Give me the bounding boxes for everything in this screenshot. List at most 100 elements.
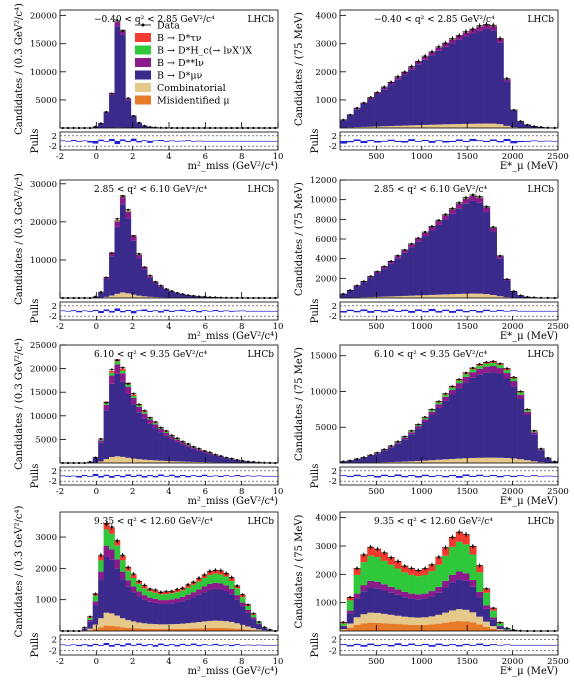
legend-label-4: B → D*μν <box>157 71 203 82</box>
data-point-8 <box>105 276 108 279</box>
bin-11-tau <box>119 368 126 371</box>
data-point-33 <box>241 593 244 596</box>
bin-12-dss <box>421 419 429 423</box>
pull-bar-8 <box>103 309 110 311</box>
ytick-label-1: 20000 <box>30 218 57 228</box>
bin-24-mu <box>503 629 511 631</box>
bin-6-comb <box>380 296 388 298</box>
pull-bar-16 <box>147 474 153 476</box>
bin-8-misid <box>103 625 110 631</box>
pull-bar-25 <box>196 311 202 313</box>
data-point-19 <box>471 366 474 370</box>
bin-13-mu <box>428 415 436 461</box>
xtick-label-4: 6 <box>203 657 208 667</box>
data-point-8 <box>396 560 400 563</box>
pull-bar-25 <box>196 645 202 647</box>
bin-11-hc <box>119 370 126 374</box>
bin-11-dss <box>119 571 126 580</box>
bin-9-dss <box>401 437 409 440</box>
bin-8-misid <box>394 624 402 631</box>
bin-4-misid <box>367 622 375 631</box>
bin-5-comb <box>87 628 93 631</box>
pull-bar-10 <box>408 311 416 313</box>
q2-range-label: 6.10 < q² < 9.35 GeV²/c⁴ <box>94 350 208 360</box>
pull-bar-29 <box>218 141 224 142</box>
bin-9-misid <box>401 624 409 631</box>
pull-bar-21 <box>483 141 491 143</box>
bin-13-misid <box>428 624 436 631</box>
data-point-27 <box>208 451 211 454</box>
bin-5-hc <box>374 557 382 582</box>
bin-8-hc <box>103 402 110 405</box>
xtick-label-2: 2 <box>130 322 135 332</box>
data-point-4 <box>369 275 372 278</box>
bin-24-hc <box>190 584 197 593</box>
xtick-label-5: 8 <box>239 657 244 667</box>
data-point-7 <box>99 122 102 125</box>
bin-15-misid <box>442 622 450 631</box>
bin-7-comb <box>98 618 104 628</box>
bin-32-comb <box>234 623 241 629</box>
bin-30-dss <box>223 585 230 592</box>
pull-bar-13 <box>130 645 137 646</box>
bin-15-dss <box>442 580 450 588</box>
pull-bar-18 <box>462 141 470 143</box>
bin-7-hc <box>387 564 395 587</box>
bin-26-mu <box>517 295 525 298</box>
data-point-24 <box>505 367 509 370</box>
data-point-22 <box>181 293 184 296</box>
bin-5-comb <box>374 126 382 128</box>
ytick-label-1: 10000 <box>310 387 337 397</box>
pull-bar-7 <box>387 645 395 647</box>
pull-bar-5 <box>374 309 382 311</box>
bin-21-dss <box>483 366 491 373</box>
bin-13-mu <box>130 404 137 459</box>
pull-bar-19 <box>163 309 170 311</box>
bin-18-mu <box>158 432 164 461</box>
bin-4-comb <box>367 297 375 298</box>
pull-bar-3 <box>76 476 82 478</box>
bin-12-mu <box>125 100 132 128</box>
bin-20-misid <box>476 624 484 631</box>
ytick-label-1: 4000 <box>315 255 337 265</box>
xtick-label-5: 8 <box>239 152 244 162</box>
data-point-38 <box>268 628 271 631</box>
pull-bar-0 <box>340 644 348 645</box>
bin-17-comb <box>455 609 463 622</box>
bin-9-mu <box>109 383 115 458</box>
data-point-14 <box>437 219 440 222</box>
pulls-axis-label: Pulls <box>30 299 41 324</box>
pull-bar-23 <box>185 645 191 646</box>
bin-31-misid <box>228 628 235 631</box>
bin-13-mu <box>428 55 436 125</box>
pull-bar-9 <box>109 645 115 647</box>
xtick-label-1: 1000 <box>411 657 433 667</box>
bin-12-tau <box>125 210 132 212</box>
x-axis-label: m²_miss (GeV²/c⁴) <box>187 666 278 677</box>
bin-7-mu <box>98 442 104 462</box>
pull-bar-22 <box>179 309 186 311</box>
data-point-19 <box>165 287 168 291</box>
pull-bar-31 <box>551 141 559 142</box>
data-point-9 <box>403 435 406 438</box>
data-point-24 <box>505 77 509 80</box>
data-point-9 <box>110 525 113 529</box>
panel-4: 2000 4000 6000 8000 10000 12000 2.85 < q² < 6.… <box>294 176 569 342</box>
data-point-12 <box>127 382 130 385</box>
pull-bar-28 <box>530 475 538 476</box>
bin-20-comb <box>476 457 484 463</box>
pull-bar-10 <box>408 139 416 141</box>
data-point-35 <box>252 612 255 615</box>
bin-16-mu <box>449 394 457 459</box>
bin-3-mu <box>360 591 368 615</box>
bin-32-misid <box>234 628 241 631</box>
pull-bar-29 <box>218 645 224 646</box>
pull-bar-17 <box>152 476 159 478</box>
bin-8-dss <box>394 442 402 444</box>
ytick-label-4: 25000 <box>30 341 57 351</box>
bin-16-dss <box>449 574 457 583</box>
bin-12-dss <box>421 232 429 237</box>
pull-bar-31 <box>228 311 235 312</box>
bin-30-mu <box>223 458 230 463</box>
pull-bar-1 <box>65 476 72 477</box>
